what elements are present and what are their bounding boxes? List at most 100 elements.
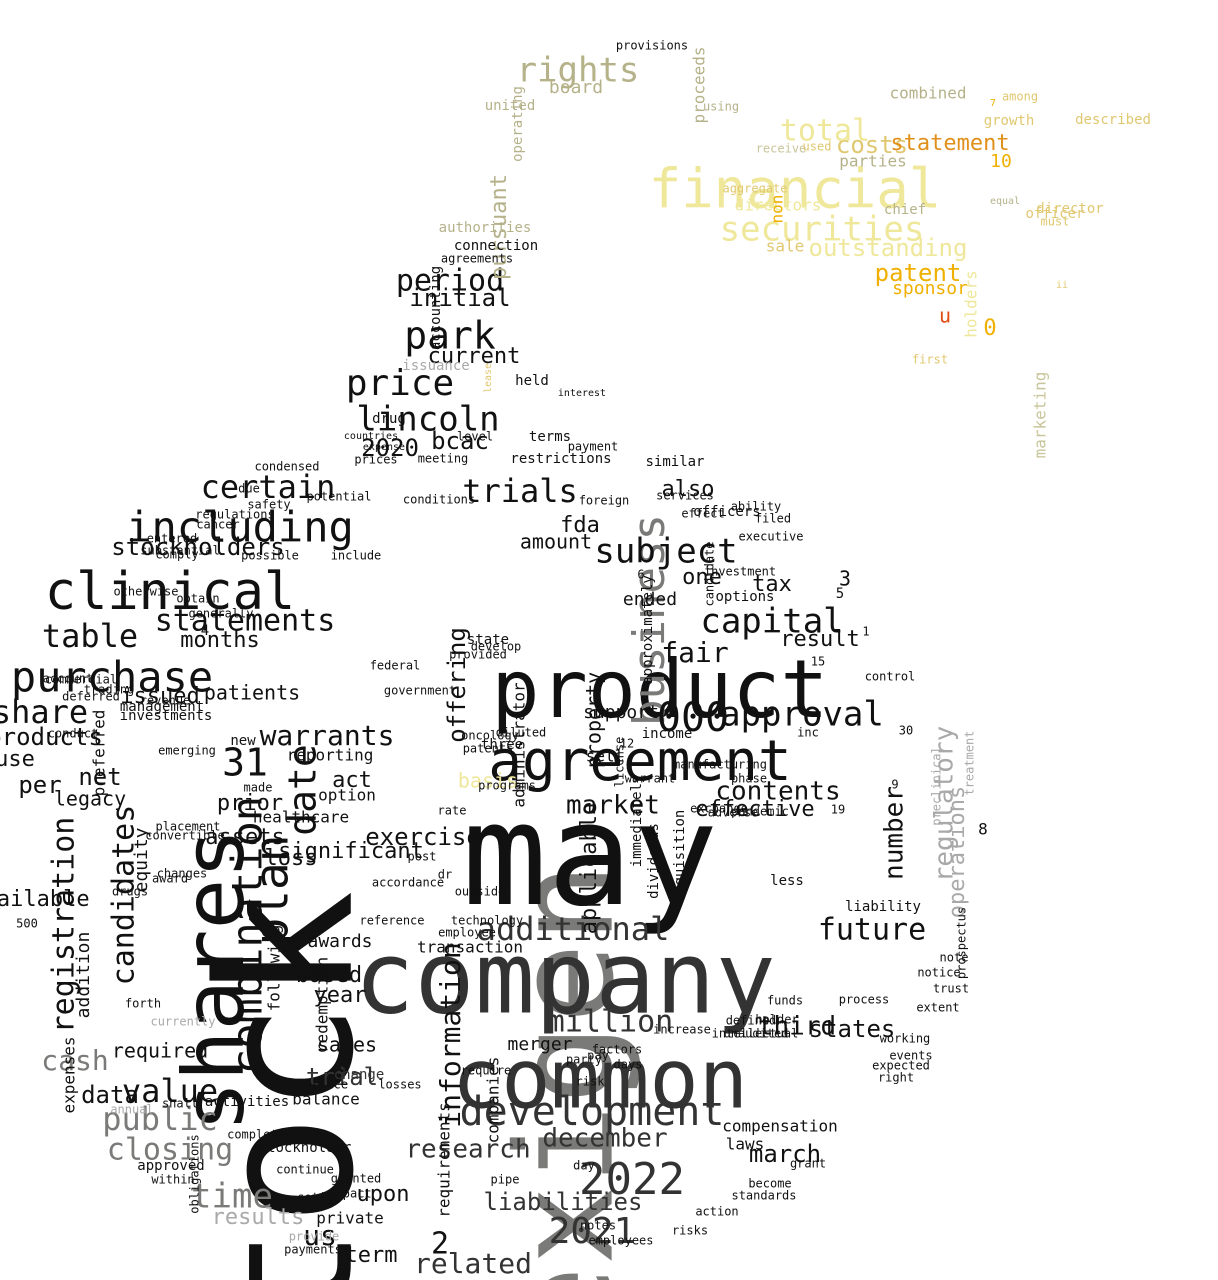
word-57: 2020 <box>361 434 419 462</box>
word-69: required <box>112 1039 208 1063</box>
word-237: since <box>312 1078 348 1092</box>
word-164: director <box>1036 201 1103 217</box>
word-159: operating <box>510 86 526 162</box>
word-260: federal <box>370 659 421 673</box>
word-171: described <box>1075 112 1151 128</box>
word-178: countries <box>344 431 398 442</box>
word-211: extent <box>916 1001 959 1015</box>
word-313: 9 <box>891 778 898 792</box>
word-291: approximately <box>640 575 656 685</box>
word-212: working <box>880 1032 931 1046</box>
word-266: meeting <box>418 452 469 466</box>
word-265: entered <box>147 532 198 546</box>
word-52: third <box>758 1012 836 1042</box>
word-39: information <box>434 942 467 1127</box>
word-228: notes <box>580 1219 616 1233</box>
word-95: effective <box>695 797 814 822</box>
word-23: price <box>346 363 454 404</box>
word-275: technology <box>451 914 523 928</box>
word-170: among <box>1002 90 1038 104</box>
word-9: combination <box>223 796 272 1074</box>
word-56: current <box>428 344 521 369</box>
word-175: lease <box>483 363 494 393</box>
word-87: plan <box>245 835 299 946</box>
word-283: provide <box>289 1230 340 1244</box>
word-128: drug <box>372 411 406 427</box>
word-124: combined <box>889 84 966 103</box>
word-75: significant <box>278 839 424 864</box>
word-296: immediately <box>629 775 645 868</box>
word-154: accounting <box>428 266 444 350</box>
word-96: compensation <box>722 1117 838 1136</box>
word-206: liability <box>845 899 921 915</box>
word-208: note <box>940 951 969 965</box>
word-18: 000 <box>657 695 729 741</box>
word-76: based <box>296 963 362 988</box>
word-217: holder <box>755 1013 798 1027</box>
word-299: obligations <box>188 1134 202 1213</box>
word-91: tax <box>752 572 792 597</box>
word-297: dividends <box>646 823 662 899</box>
word-163: officer <box>1025 206 1084 222</box>
word-38: registration <box>47 817 82 1034</box>
word-251: account <box>43 672 94 686</box>
word-221: intellectual <box>712 1027 799 1041</box>
word-165: growth <box>984 113 1035 129</box>
word-214: expected <box>872 1059 930 1073</box>
word-169: equal <box>990 196 1020 207</box>
word-156: agreements <box>441 252 513 266</box>
word-209: trust <box>933 982 969 996</box>
word-100: result <box>780 627 859 652</box>
word-285: license <box>613 737 627 788</box>
word-126: holders <box>962 270 981 337</box>
word-120: non <box>768 195 787 224</box>
word-14: securities <box>720 210 925 250</box>
word-190: ability <box>731 500 782 514</box>
word-36: 31 <box>222 741 268 785</box>
word-121: proceeds <box>690 46 709 123</box>
word-99: number <box>880 786 910 880</box>
word-26: certain <box>201 468 336 506</box>
word-15: development <box>460 1089 725 1135</box>
word-64: net <box>78 763 121 791</box>
word-176: interest <box>558 388 606 399</box>
word-172: 7 <box>990 98 996 109</box>
word-269: rate <box>438 804 467 818</box>
word-232: risk <box>576 1075 606 1089</box>
word-202: exchange <box>690 802 748 816</box>
word-317: treatment <box>963 730 977 795</box>
word-183: foreign <box>579 494 630 508</box>
word-11: including <box>126 503 354 552</box>
word-25: trials <box>462 472 578 510</box>
word-173: ii <box>1056 280 1068 291</box>
word-204: pandemic <box>731 805 789 819</box>
word-92: fda <box>560 513 600 538</box>
word-181: restrictions <box>510 451 611 467</box>
word-222: funds <box>767 994 803 1008</box>
word-10: clinical <box>45 562 295 622</box>
word-21: capital <box>700 602 843 642</box>
word-311: 19 <box>831 803 845 817</box>
word-8: business <box>624 514 675 726</box>
word-278: annual <box>110 1103 153 1117</box>
word-256: generally <box>188 607 253 621</box>
word-59: stockholders <box>111 533 284 561</box>
word-85: results <box>212 1205 305 1230</box>
word-66: use <box>0 747 35 772</box>
word-144: companies <box>484 1057 503 1144</box>
word-302: revenue <box>140 694 191 708</box>
word-157: provisions <box>616 39 688 53</box>
word-166: must <box>1041 215 1070 229</box>
word-122: united <box>485 98 536 114</box>
word-79: sales <box>317 1033 377 1057</box>
word-3: shares <box>165 828 263 1131</box>
word-289: support <box>583 702 659 723</box>
word-281: sotiga <box>297 1191 340 1205</box>
word-312: 6 <box>637 568 644 582</box>
word-62: issued <box>120 684 199 709</box>
word-5: common <box>452 1032 748 1127</box>
word-203: adverse <box>708 806 759 820</box>
word-295: healthcare <box>253 808 349 827</box>
word-16: 2022 <box>579 1154 685 1205</box>
